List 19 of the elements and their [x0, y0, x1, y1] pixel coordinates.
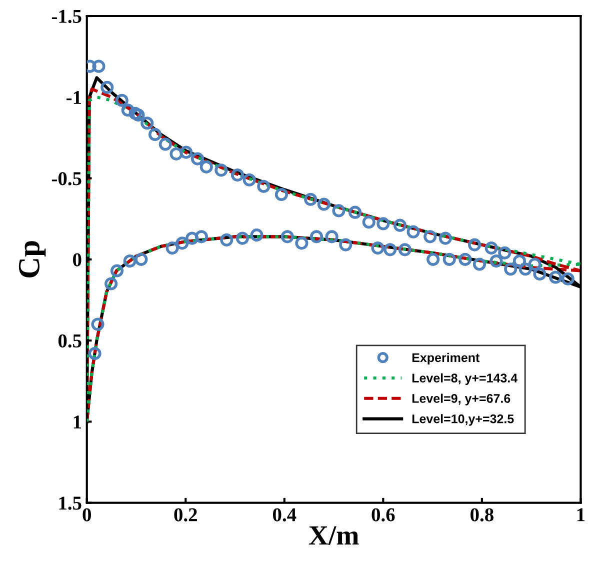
- y-axis-title: Cp: [18, 241, 46, 278]
- legend-label: Experiment: [412, 352, 480, 365]
- legend-label: Level=10,y+=32.5: [412, 414, 514, 426]
- legend-label: Level=9, y+=67.6: [412, 394, 510, 406]
- y-tick-label: -1.5: [52, 10, 82, 24]
- legend-label: Level=8, y+=143.4: [412, 373, 518, 385]
- y-tick-label: 0.5: [58, 334, 82, 348]
- y-tick-label: 1: [74, 416, 82, 428]
- x-tick-label: 1: [577, 508, 585, 522]
- x-tick-label: 0.6: [372, 508, 395, 522]
- x-tick-label: 0: [82, 508, 91, 522]
- y-tick-label: 0: [73, 253, 82, 266]
- y-tick-label: -1: [66, 91, 82, 104]
- y-tick-label: -0.5: [52, 172, 82, 186]
- x-tick-label: 0.4: [273, 508, 296, 522]
- x-tick-label: 0.8: [470, 508, 494, 522]
- x-axis-title: X/m: [308, 526, 359, 545]
- x-tick-label: 0.2: [174, 508, 197, 522]
- y-tick-label: 1.5: [59, 496, 82, 510]
